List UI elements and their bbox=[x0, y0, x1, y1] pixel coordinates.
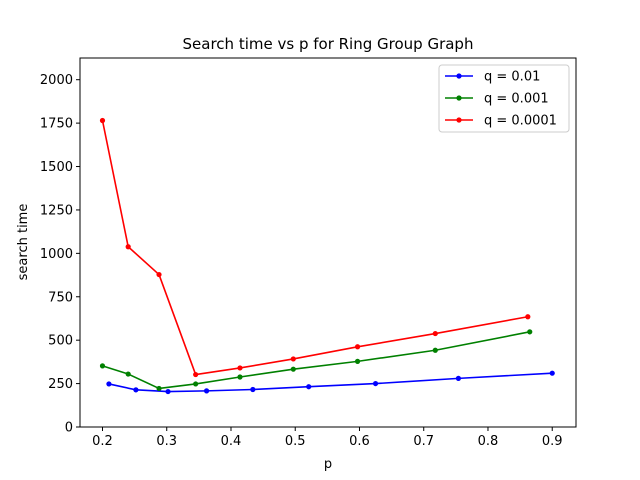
data-point bbox=[99, 363, 106, 369]
x-tick-label: 0.7 bbox=[413, 434, 434, 449]
data-point bbox=[165, 388, 171, 395]
x-tick-label: 0.9 bbox=[542, 434, 563, 449]
data-point bbox=[372, 380, 379, 387]
data-point bbox=[237, 365, 243, 371]
data-point bbox=[250, 386, 256, 393]
data-point bbox=[156, 271, 162, 278]
x-tick-label: 0.6 bbox=[349, 434, 370, 449]
y-tick-label: 750 bbox=[48, 290, 73, 305]
y-tick-label: 2000 bbox=[40, 73, 73, 88]
data-point bbox=[432, 347, 438, 353]
data-point bbox=[549, 370, 555, 376]
data-point bbox=[306, 384, 312, 390]
y-tick-label: 0 bbox=[65, 421, 73, 436]
y-tick-label: 1750 bbox=[40, 117, 73, 132]
plot-area bbox=[99, 117, 555, 395]
data-point bbox=[525, 314, 531, 320]
x-axis-label: p bbox=[324, 457, 332, 472]
data-point bbox=[156, 385, 162, 392]
legend-marker bbox=[456, 73, 462, 79]
y-tick-label: 1250 bbox=[40, 203, 73, 218]
data-point bbox=[290, 356, 296, 362]
axes-frame bbox=[79, 57, 577, 428]
data-point bbox=[133, 387, 139, 393]
x-axis: 0.2 0.3 0.4 0.5 0.6 0.7 0.8 0.9 bbox=[92, 427, 563, 449]
y-axis: 0 250 500 750 1000 1250 1500 1750 2000 bbox=[40, 73, 80, 436]
data-point bbox=[99, 117, 106, 124]
data-point bbox=[237, 374, 243, 380]
y-tick-label: 1000 bbox=[40, 247, 73, 262]
chart-title: Search time vs p for Ring Group Graph bbox=[183, 35, 474, 53]
legend-marker bbox=[456, 117, 462, 123]
x-tick-label: 0.8 bbox=[478, 434, 499, 449]
legend-marker bbox=[456, 95, 462, 101]
data-point bbox=[125, 244, 131, 250]
data-point bbox=[455, 375, 462, 381]
data-point bbox=[193, 381, 199, 387]
data-point bbox=[527, 329, 533, 335]
legend-label: q = 0.0001 bbox=[484, 114, 557, 129]
legend: q = 0.01 q = 0.001 q = 0.0001 bbox=[438, 64, 570, 133]
y-tick-label: 250 bbox=[48, 377, 73, 392]
y-tick-label: 1500 bbox=[40, 160, 73, 175]
x-tick-label: 0.4 bbox=[221, 434, 242, 449]
legend-label: q = 0.01 bbox=[484, 70, 540, 85]
legend-label: q = 0.001 bbox=[484, 92, 549, 107]
y-axis-label: search time bbox=[16, 204, 31, 281]
data-point bbox=[203, 388, 210, 394]
data-point bbox=[106, 381, 112, 387]
data-point bbox=[290, 366, 296, 372]
data-point bbox=[125, 371, 131, 377]
y-tick-label: 500 bbox=[48, 334, 73, 349]
data-point bbox=[432, 330, 438, 337]
x-tick-label: 0.3 bbox=[156, 434, 177, 449]
legend-box bbox=[438, 64, 570, 133]
data-point bbox=[354, 344, 361, 350]
data-point bbox=[354, 358, 361, 364]
x-tick-label: 0.5 bbox=[285, 434, 306, 449]
data-point bbox=[193, 371, 199, 378]
x-tick-label: 0.2 bbox=[92, 434, 113, 449]
